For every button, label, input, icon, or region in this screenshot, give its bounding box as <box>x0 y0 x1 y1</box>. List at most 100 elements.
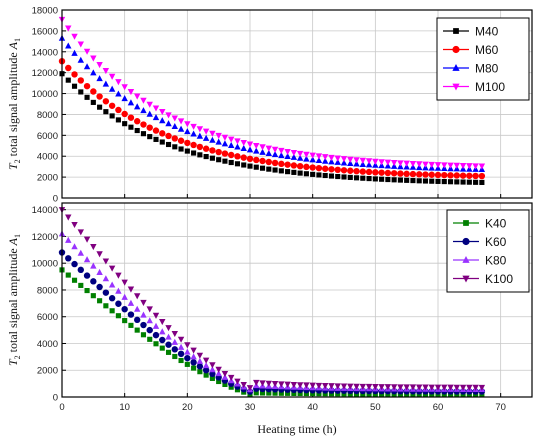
data-point-M100 <box>459 162 467 170</box>
chart-panel-1: 0 2000 4000 6000 8000 10000 12000 14000 16000 180… <box>6 6 533 205</box>
data-point-K80 <box>202 362 210 369</box>
data-point-M80 <box>77 56 84 63</box>
data-point-M40 <box>122 121 128 127</box>
data-point-M80 <box>165 120 172 127</box>
data-point-M60 <box>353 167 360 175</box>
data-point-K40 <box>97 298 103 304</box>
data-point-K40 <box>297 390 303 397</box>
data-point-M80 <box>221 140 229 147</box>
data-point-K100 <box>378 384 385 391</box>
legend-marker-M60 <box>452 45 460 54</box>
data-point-M40 <box>291 169 297 175</box>
data-point-K80 <box>159 328 166 335</box>
data-point-M100 <box>127 89 135 96</box>
data-point-M60 <box>397 170 404 177</box>
data-point-K100 <box>127 286 135 293</box>
data-point-K40 <box>90 293 96 299</box>
data-point-M80 <box>171 122 178 130</box>
data-point-K60 <box>190 359 197 366</box>
data-point-K60 <box>77 266 85 274</box>
data-point-K80 <box>152 322 160 329</box>
data-point-M40 <box>103 109 109 115</box>
data-point-M100 <box>177 118 185 125</box>
data-point-M80 <box>359 160 366 167</box>
data-point-M40 <box>353 175 360 181</box>
data-point-M60 <box>146 124 153 131</box>
data-point-M60 <box>447 172 454 179</box>
data-point-K100 <box>397 384 404 391</box>
x-tick-label: 0 <box>59 402 64 413</box>
data-point-M100 <box>259 144 266 151</box>
data-point-M40 <box>115 117 121 123</box>
data-point-K100 <box>441 384 448 391</box>
series-M40 <box>59 71 485 185</box>
data-point-K60 <box>127 311 135 318</box>
data-point-M100 <box>184 121 191 128</box>
data-point-K100 <box>83 236 91 243</box>
y-tick-label: 0 <box>53 194 58 205</box>
data-point-K80 <box>177 343 185 350</box>
data-point-M40 <box>341 174 347 180</box>
data-point-K40 <box>140 332 147 338</box>
data-point-M60 <box>271 159 279 167</box>
data-point-K60 <box>140 321 147 329</box>
data-point-M100 <box>102 68 110 75</box>
data-point-M40 <box>379 176 385 182</box>
data-point-K80 <box>184 348 191 355</box>
y-tick-label: 8000 <box>37 285 58 296</box>
data-point-M40 <box>253 164 259 170</box>
data-point-M40 <box>197 152 203 158</box>
data-point-K100 <box>328 383 335 390</box>
data-point-M40 <box>234 161 241 167</box>
data-point-M80 <box>96 75 103 82</box>
data-point-M40 <box>178 146 184 152</box>
data-point-M60 <box>152 127 160 134</box>
data-point-M100 <box>328 154 335 161</box>
data-point-K40 <box>134 327 140 333</box>
data-point-M40 <box>222 158 228 164</box>
data-point-M60 <box>228 151 235 159</box>
data-point-M60 <box>441 171 448 179</box>
data-point-K40 <box>191 365 197 371</box>
data-point-M100 <box>441 162 448 169</box>
data-point-K100 <box>478 384 486 391</box>
data-point-K60 <box>115 300 122 307</box>
data-point-M100 <box>296 150 304 157</box>
data-point-M80 <box>246 146 254 153</box>
y-tick-label: 6000 <box>37 131 58 142</box>
data-point-K100 <box>71 221 78 229</box>
data-point-M60 <box>134 118 141 125</box>
data-point-K100 <box>347 383 354 390</box>
data-point-M40 <box>259 165 266 171</box>
data-point-M40 <box>128 124 134 130</box>
data-point-K80 <box>140 311 147 318</box>
data-point-K80 <box>90 262 97 269</box>
data-point-K100 <box>284 381 291 388</box>
data-point-K80 <box>165 333 172 340</box>
y-tick-label: 16000 <box>32 26 58 37</box>
data-point-M40 <box>335 173 341 180</box>
data-point-M60 <box>459 172 467 179</box>
data-point-M40 <box>97 104 103 110</box>
data-point-K60 <box>108 295 116 302</box>
data-point-K60 <box>152 331 160 339</box>
legend-marker-M100 <box>452 83 460 91</box>
data-point-M80 <box>284 152 291 160</box>
data-point-K100 <box>309 382 316 389</box>
data-point-M60 <box>246 155 254 163</box>
data-point-M60 <box>165 132 172 140</box>
data-point-M100 <box>353 157 360 164</box>
data-point-M100 <box>96 61 103 69</box>
data-point-K40 <box>165 349 172 355</box>
data-point-M40 <box>372 176 378 182</box>
data-point-M60 <box>71 71 78 78</box>
data-point-K100 <box>428 384 435 391</box>
data-point-M100 <box>422 161 429 168</box>
y-tick-label: 8000 <box>37 110 58 121</box>
data-point-M60 <box>215 148 222 156</box>
data-point-M40 <box>479 179 485 185</box>
data-point-M60 <box>472 172 479 180</box>
data-point-K100 <box>115 272 122 279</box>
y-tick-label: 12000 <box>32 68 58 79</box>
data-point-M100 <box>77 41 84 48</box>
